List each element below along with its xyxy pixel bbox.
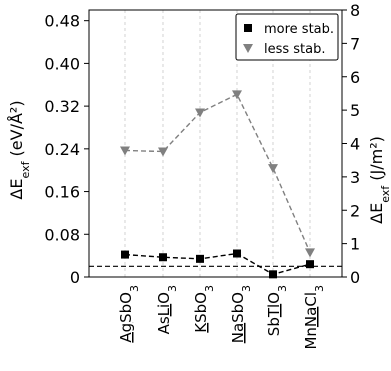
y-right-tick-label-7: 7	[350, 34, 360, 53]
legend-label-0: more stab.	[264, 22, 334, 37]
x-category-label-5: MnNaCl3	[302, 285, 326, 350]
legend-marker-0	[244, 24, 252, 32]
x-category-label-3: NaSbO3	[229, 285, 253, 343]
series-0-point-1	[159, 253, 167, 262]
y-right-tick-label-2: 2	[350, 201, 360, 220]
y-right-tick-label-5: 5	[350, 101, 360, 120]
y-right-axis-title: ΔEexf (J/m²)	[367, 136, 391, 224]
series-1-point-4	[268, 164, 278, 174]
series-0-point-3	[233, 249, 241, 258]
y-left-tick-label-0: 0	[70, 268, 80, 287]
series-1-point-3	[232, 90, 242, 100]
series-line-1	[124, 93, 311, 253]
y-left-tick-label-1: 0.08	[44, 225, 80, 244]
y-right-tick-label-0: 0	[350, 268, 360, 287]
legend-marker-1	[243, 44, 253, 53]
y-left-tick-label-5: 0.40	[44, 54, 80, 73]
x-category-label-1: AsLiO3	[155, 285, 179, 334]
y-left-tick-label-2: 0.16	[44, 183, 80, 202]
y-right-tick-label-8: 8	[350, 1, 360, 20]
y-left-tick-label-6: 0.48	[44, 12, 80, 31]
series-0-point-2	[196, 254, 204, 263]
plot-area: 0 0.08 0.16 0.24 0.32 0.40 0.48 0 1 2 3 4 5 6 7 8 more s…	[7, 1, 391, 350]
series-1-point-5	[305, 248, 315, 258]
series-line-0	[124, 252, 311, 276]
series-0-point-5	[306, 260, 314, 269]
legend-box	[235, 13, 339, 61]
series-1-point-2	[195, 108, 205, 118]
y-right-tick-label-3: 3	[350, 168, 360, 187]
y-right-tick-label-4: 4	[350, 135, 360, 154]
y-right-tick-label-1: 1	[350, 235, 360, 254]
legend-label-1: less stab.	[264, 42, 326, 57]
y-left-axis-title: ΔEexf (eV/Å²)	[7, 100, 32, 199]
x-category-label-2: KSbO3	[192, 285, 216, 333]
y-right-tick-label-6: 6	[350, 68, 360, 87]
series-1-point-1	[158, 147, 168, 157]
y-left-tick-label-3: 0.24	[44, 140, 80, 159]
x-category-label-4: SbTlO3	[265, 285, 289, 336]
y-left-tick-label-4: 0.32	[44, 97, 80, 116]
series-0-point-4	[269, 270, 277, 279]
series-0-point-0	[121, 250, 129, 259]
series-1-point-0	[120, 146, 130, 156]
x-category-label-0: AgSbO3	[117, 285, 141, 343]
